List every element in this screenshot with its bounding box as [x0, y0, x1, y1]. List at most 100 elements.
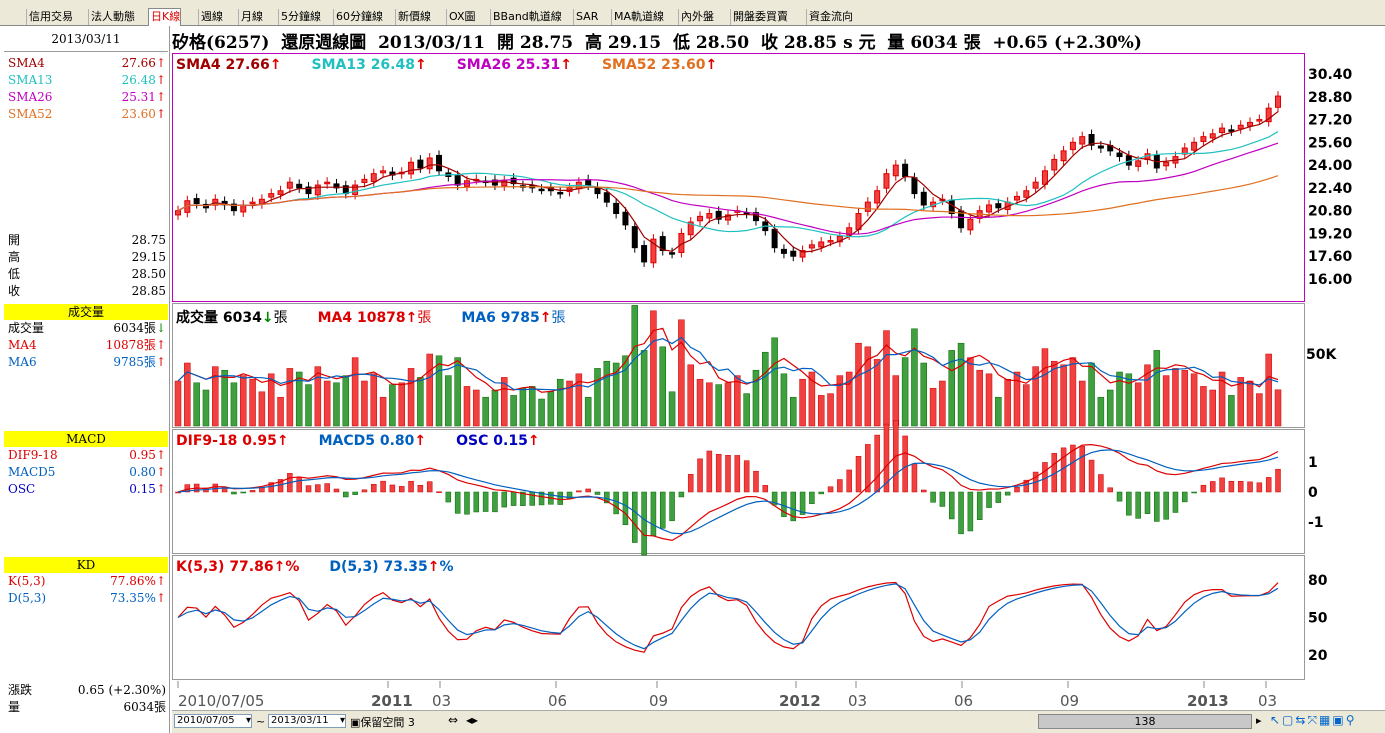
tab-14[interactable]: 資金流向: [806, 9, 853, 25]
tab-2[interactable]: 日K線: [148, 8, 182, 26]
volume-title: 成交量: [4, 304, 168, 320]
x-tick: 09: [649, 692, 668, 710]
tab-1[interactable]: 法人動態: [88, 9, 135, 25]
x-tick: 06: [548, 692, 567, 710]
macd-value: 0.95↑: [129, 448, 166, 462]
kd-value: 73.35%↑: [110, 591, 166, 605]
vol-row-2: MA6 9785張↑: [4, 354, 168, 371]
chevron-down-icon: ▾: [245, 715, 251, 726]
ohlc-key: 收: [8, 284, 21, 298]
vol-legend-item-2: MA6 9785↑張: [461, 310, 566, 326]
toolbar-icons[interactable]: ↖▢⇆⤧▦▣⚲: [1270, 713, 1357, 727]
x-tick: 06: [954, 692, 973, 710]
from-date-select[interactable]: 2010/07/05 ▾: [174, 714, 252, 728]
sma-value: 26.48↑: [121, 73, 166, 87]
vol-value: 6034張↓: [113, 321, 166, 335]
arrow-icon: ↑: [155, 73, 166, 87]
kd-tick: 80: [1308, 573, 1328, 589]
kd-key: K(5,3): [8, 574, 46, 588]
scroll-left-icon[interactable]: ◂▸: [466, 713, 479, 727]
sma-value: 25.31↑: [121, 90, 166, 104]
chevron-down-icon: ▾: [339, 715, 345, 726]
price-legend: SMA4 27.66↑ SMA13 26.48↑ SMA26 25.31↑ SMA52…: [176, 57, 747, 73]
tab-12[interactable]: 內外盤: [678, 9, 714, 25]
info-sidebar: 2013/03/11 SMA4 27.66↑ SMA13 26.48↑ SMA26 25.…: [0, 26, 170, 733]
keep-space-num: 3: [407, 716, 415, 729]
macd-legend: MACD DIF9-18 0.95↑ MACD5 0.80↑ OSC 0.15↑: [4, 431, 168, 498]
arrow-icon: ↑: [539, 310, 552, 326]
tab-5[interactable]: 5分鐘線: [278, 9, 321, 25]
ohlc-row-2: 低 28.50: [4, 266, 168, 283]
tab-0[interactable]: 信用交易: [26, 9, 73, 25]
tab-6[interactable]: 60分鐘線: [333, 9, 383, 25]
to-date-value: 2013/03/11: [271, 715, 329, 726]
macd-value: 0.80↑: [129, 465, 166, 479]
sma-value: 27.66↑: [121, 56, 166, 70]
change-value: 0.65 (+2.30%): [77, 683, 166, 697]
macd-legend-item-2: OSC 0.15↑: [456, 433, 540, 449]
scroll-right-icon[interactable]: ▸: [1256, 714, 1262, 727]
volume-value: 6034張: [123, 700, 166, 714]
sma-row-0: SMA4 27.66↑: [4, 55, 168, 72]
x-tick: 2012: [779, 692, 821, 710]
keep-space-label[interactable]: ▣保留空間 3: [350, 714, 415, 730]
price-tick: 27.20: [1308, 113, 1353, 129]
arrow-icon: ↑: [427, 559, 440, 575]
kd-header: K(5,3) 77.86↑% D(5,3) 73.35↑%: [176, 559, 484, 575]
arrow-icon: ↑: [560, 57, 572, 73]
title-date: 2013/03/11: [378, 33, 486, 53]
price-panel[interactable]: [172, 53, 1305, 302]
price-tick: 25.60: [1308, 135, 1353, 151]
ohlc-row-0: 開 28.75: [4, 232, 168, 249]
ohlc-value: 28.85: [131, 284, 166, 298]
tab-4[interactable]: 月線: [238, 9, 263, 25]
close-label: 收: [760, 33, 778, 53]
tab-13[interactable]: 開盤委買賣: [730, 9, 788, 25]
tab-8[interactable]: OX圖: [446, 9, 476, 25]
sma-row-2: SMA26 25.31↑: [4, 89, 168, 106]
sma-key: SMA13: [8, 73, 53, 87]
tab-11[interactable]: MA軌道線: [611, 9, 664, 25]
kd-legend-item-0: K(5,3) 77.86↑%: [176, 559, 300, 575]
tab-7[interactable]: 新價線: [395, 9, 431, 25]
sma-key: SMA52: [8, 107, 53, 121]
vol-row-0: 成交量 6034張↓: [4, 320, 168, 337]
vol-label: 量: [887, 33, 905, 53]
kd-title: KD: [4, 557, 168, 573]
price-tick: 28.80: [1308, 90, 1353, 106]
tab-9[interactable]: BBand軌道線: [490, 9, 562, 25]
to-date-select[interactable]: 2013/03/11 ▾: [268, 714, 346, 728]
kd-value: 77.86%↑: [110, 574, 166, 588]
macd-panel[interactable]: [172, 429, 1305, 554]
volume-panel[interactable]: [172, 303, 1305, 428]
price-legend-item-2: SMA26 25.31↑: [456, 57, 572, 73]
scrollbar-thumb[interactable]: 138: [1038, 714, 1252, 729]
vol-key: 成交量: [8, 321, 45, 335]
chart-type: 還原週線圖: [281, 33, 367, 53]
tab-3[interactable]: 週線: [198, 9, 223, 25]
tab-10[interactable]: SAR: [573, 9, 598, 25]
macd-header: DIF9-18 0.95↑ MACD5 0.80↑ OSC 0.15↑: [176, 433, 570, 449]
arrow-icon: ↑: [405, 310, 418, 326]
price-tick: 16.00: [1308, 272, 1353, 288]
price-tick: 22.40: [1308, 181, 1353, 197]
kd-key: D(5,3): [8, 591, 47, 605]
sma-value: 23.60↑: [121, 107, 166, 121]
bottom-toolbar: 2010/07/05 ▾ ~ 2013/03/11 ▾ ▣保留空間 3 ⇔ ◂▸ 1…: [172, 710, 1385, 733]
low-label: 低: [672, 33, 690, 53]
chart-title-line: 矽格(6257) 還原週線圖 2013/03/11 開 28.75 高 29.1…: [172, 28, 1142, 53]
low-value: 28.50: [695, 33, 750, 53]
macd-value: 0.15↑: [129, 482, 166, 496]
kd-panel[interactable]: [172, 555, 1305, 680]
kd-row-0: K(5,3) 77.86%↑: [4, 573, 168, 590]
macd-legend-item-1: MACD5 0.80↑: [318, 433, 427, 449]
sma-row-3: SMA52 23.60↑: [4, 106, 168, 123]
kd-tick: 20: [1308, 648, 1328, 664]
tab-bar: 信用交易 法人動態 日K線 週線 月線 5分鐘線 60分鐘線 新價線 OX圖 BBand軌道線 SA…: [0, 0, 1385, 26]
sidebar-date: 2013/03/11: [4, 26, 168, 52]
sma-key: SMA26: [8, 90, 53, 104]
x-tick: 2010/07/05: [178, 692, 264, 710]
volume-legend: 成交量 成交量 6034張↓ MA4 10878張↑ MA6 9785張↑: [4, 304, 168, 371]
zoom-icon[interactable]: ⇔: [448, 713, 459, 727]
sma-row-1: SMA13 26.48↑: [4, 72, 168, 89]
